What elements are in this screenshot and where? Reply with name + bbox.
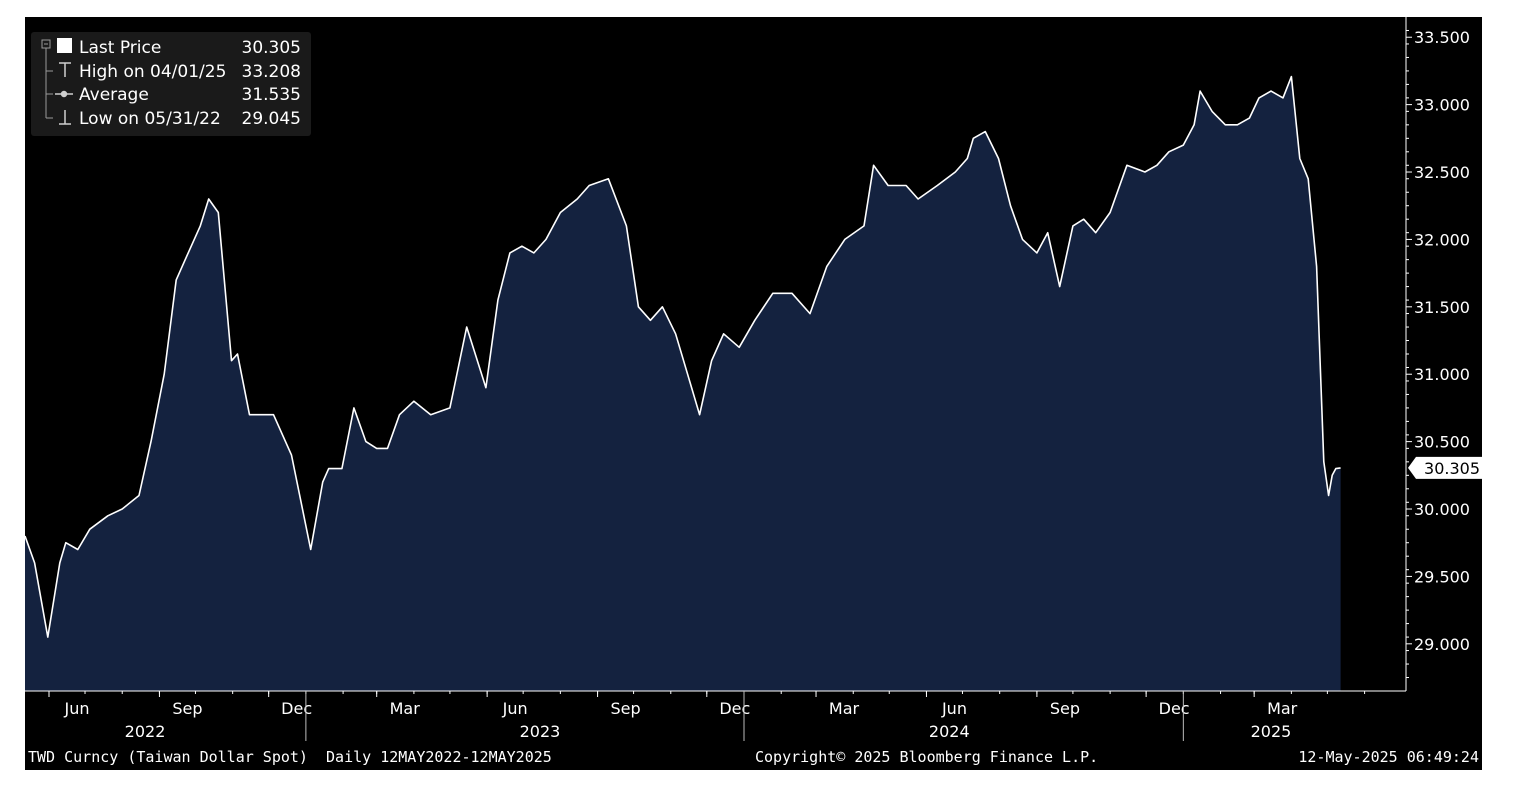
x-month-label: Dec <box>1159 699 1190 718</box>
x-month-label: Dec <box>719 699 750 718</box>
footer: TWD Curncy (Taiwan Dollar Spot) Daily 12… <box>28 748 1479 766</box>
footer-copyright: Copyright© 2025 Bloomberg Finance L.P. <box>755 748 1098 766</box>
legend-label-high: High on 04/01/25 <box>79 62 226 82</box>
y-tick-label: 32.500 <box>1414 163 1470 182</box>
x-axis: Jun Sep Dec Mar Jun Sep Dec Mar Jun Sep Dec Mar 2022… <box>48 691 1366 741</box>
x-month-label: Mar <box>390 699 421 718</box>
legend-tree-lines <box>41 39 53 119</box>
legend: Last Price 30.305 High on 04/01/25 33.20… <box>31 32 311 136</box>
x-year-label: 2024 <box>929 722 970 741</box>
x-month-label: Mar <box>829 699 860 718</box>
y-tick-label: 29.000 <box>1414 635 1470 654</box>
y-tick-label: 31.500 <box>1414 298 1470 317</box>
x-month-label: Jun <box>941 699 967 718</box>
price-area <box>25 76 1341 692</box>
y-tick-label: 33.500 <box>1414 28 1470 47</box>
legend-value-low: 29.045 <box>242 109 301 129</box>
chart-panel: 33.500 33.000 32.500 32.000 31.500 31.000 30.5… <box>25 17 1482 770</box>
y-tick-label: 33.000 <box>1414 96 1470 115</box>
x-year-label: 2025 <box>1251 722 1292 741</box>
x-month-label: Jun <box>64 699 90 718</box>
price-line <box>25 75 1341 638</box>
legend-label-average: Average <box>79 85 149 105</box>
x-month-label: Sep <box>172 699 202 718</box>
legend-value-average: 31.535 <box>242 85 301 105</box>
x-year-label: 2023 <box>520 722 561 741</box>
x-year-label: 2022 <box>125 722 166 741</box>
y-tick-label: 29.500 <box>1414 567 1470 586</box>
legend-label-last-price: Last Price <box>79 38 161 58</box>
y-tick-label: 31.000 <box>1414 365 1470 384</box>
x-month-label: Sep <box>610 699 640 718</box>
legend-label-low: Low on 05/31/22 <box>79 109 221 129</box>
x-month-label: Dec <box>281 699 312 718</box>
price-chart: 33.500 33.000 32.500 32.000 31.500 31.000 30.5… <box>25 17 1482 766</box>
last-value-text: 30.305 <box>1424 459 1480 478</box>
footer-security-info: TWD Curncy (Taiwan Dollar Spot) Daily 12… <box>28 748 552 766</box>
x-month-label: Sep <box>1050 699 1080 718</box>
x-month-label: Jun <box>502 699 528 718</box>
footer-timestamp: 12-May-2025 06:49:24 <box>1298 748 1479 766</box>
y-tick-label: 32.000 <box>1414 230 1470 249</box>
average-marker-icon <box>55 90 73 98</box>
legend-value-last-price: 30.305 <box>242 38 301 58</box>
last-value-label: 30.305 <box>1408 456 1482 479</box>
legend-value-high: 33.208 <box>242 62 301 82</box>
low-marker-icon <box>59 110 71 125</box>
high-marker-icon <box>59 62 71 77</box>
y-tick-label: 30.500 <box>1414 433 1470 452</box>
x-month-label: Mar <box>1267 699 1298 718</box>
y-tick-label: 30.000 <box>1414 500 1470 519</box>
white-square-icon <box>57 38 72 53</box>
y-axis: 33.500 33.000 32.500 32.000 31.500 31.000 30.5… <box>1406 28 1470 679</box>
legend-background <box>31 32 311 136</box>
